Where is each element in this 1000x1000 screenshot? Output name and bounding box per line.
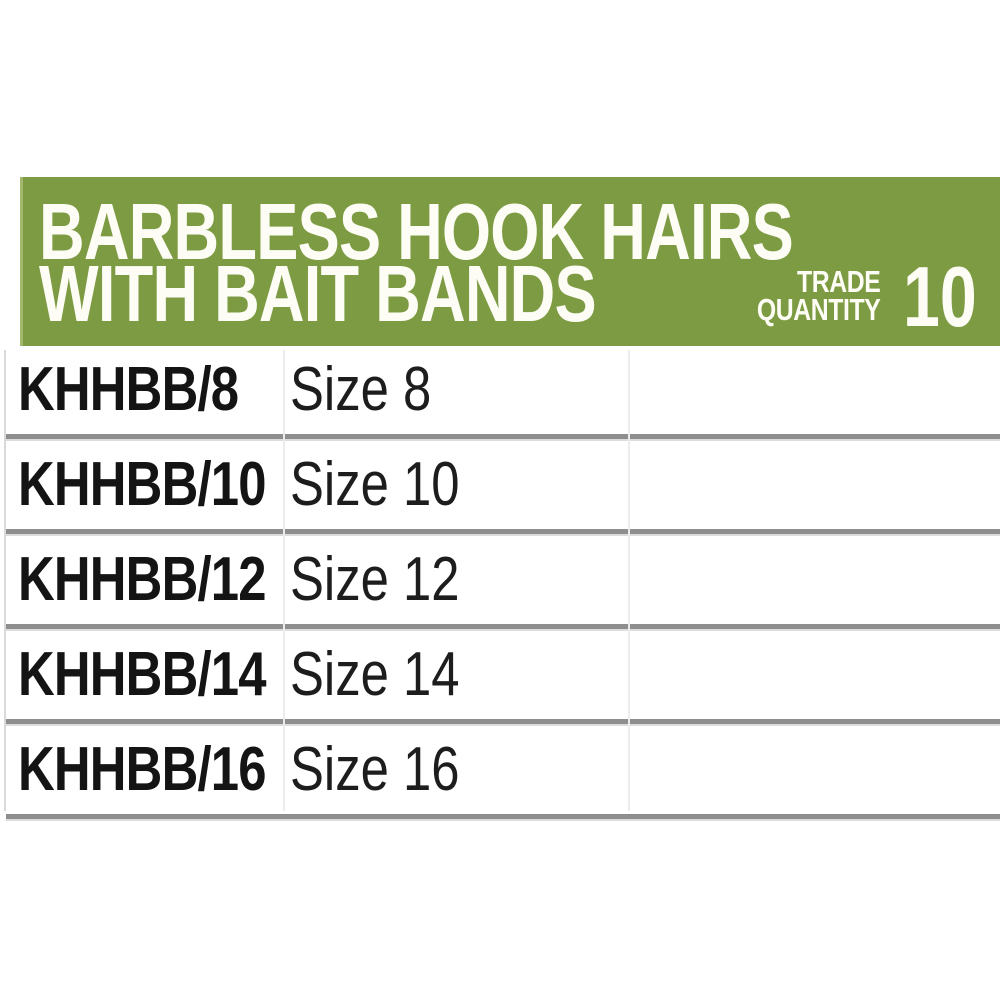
trade-quantity-label: TRADE QUANTITY bbox=[756, 264, 881, 327]
table-left-border bbox=[4, 350, 6, 811]
table-column-divider-1 bbox=[283, 350, 285, 811]
product-size: Size 16 bbox=[290, 735, 460, 804]
header-band bbox=[20, 177, 1000, 346]
table-row: KHHBB/10 Size 10 bbox=[0, 441, 1000, 529]
trade-label-line2: QUANTITY bbox=[756, 292, 880, 327]
row-separator bbox=[6, 529, 1000, 536]
product-size: Size 12 bbox=[290, 545, 460, 614]
trade-quantity-value: 10 bbox=[903, 250, 977, 345]
product-size: Size 14 bbox=[290, 640, 460, 709]
product-size: Size 8 bbox=[290, 355, 432, 424]
product-title: BARBLESS HOOK HAIRS WITH BAIT BANDS bbox=[39, 187, 794, 338]
row-separator bbox=[6, 434, 1000, 441]
table-row: KHHBB/8 Size 8 bbox=[0, 346, 1000, 434]
trade-label-line1: TRADE bbox=[796, 264, 881, 299]
product-rows: KHHBB/8 Size 8 KHHBB/10 Size 10 KHHBB/12… bbox=[0, 346, 1000, 821]
table-column-divider-2 bbox=[628, 350, 630, 811]
table-row: KHHBB/14 Size 14 bbox=[0, 631, 1000, 719]
product-title-line1: BARBLESS HOOK HAIRS bbox=[39, 187, 794, 276]
product-code: KHHBB/10 bbox=[18, 450, 267, 519]
row-separator bbox=[6, 624, 1000, 631]
product-size: Size 10 bbox=[290, 450, 460, 519]
product-code: KHHBB/16 bbox=[18, 735, 267, 804]
row-separator bbox=[6, 719, 1000, 726]
row-separator bbox=[6, 814, 1000, 821]
product-title-line2: WITH BAIT BANDS bbox=[39, 249, 597, 338]
product-code: KHHBB/12 bbox=[18, 545, 267, 614]
product-code: KHHBB/8 bbox=[18, 355, 239, 424]
table-row: KHHBB/12 Size 12 bbox=[0, 536, 1000, 624]
table-row: KHHBB/16 Size 16 bbox=[0, 726, 1000, 814]
product-code: KHHBB/14 bbox=[18, 640, 267, 709]
